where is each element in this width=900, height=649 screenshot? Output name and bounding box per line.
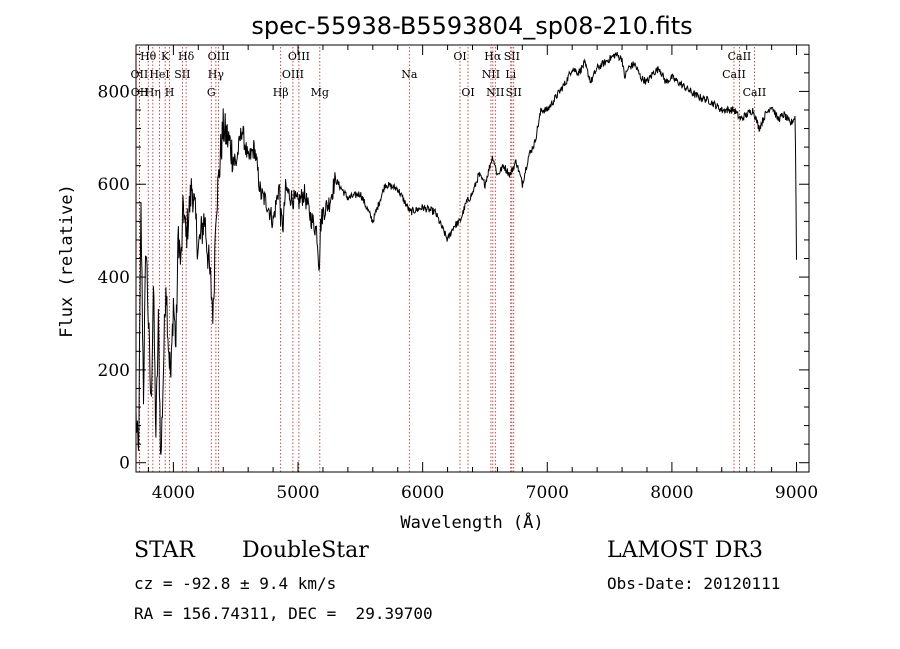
x-tick-label: 7000 [526,483,569,503]
spectral-line-label: Hα [484,50,502,63]
spectral-line-label: Na [401,68,418,81]
survey-release: LAMOST DR3 [607,538,763,563]
spectral-line-label: G [207,86,216,99]
object-class: STAR [134,538,195,563]
spectral-line-label: Li [505,68,516,81]
x-tick-label: 9000 [775,483,818,503]
x-tick-label: 4000 [152,483,195,503]
spectral-line-label: K [161,50,170,63]
x-tick-label: 8000 [650,483,693,503]
spectral-line-label: OI [453,50,466,63]
spectral-line-label: Hβ [273,86,289,99]
spectral-line-label: HeI [149,68,169,81]
plot-frame [135,44,810,473]
x-tick-label: 5000 [276,483,319,503]
x-axis-label: Wavelength (Å) [400,511,543,533]
spectral-line-label: OI [461,86,474,99]
y-tick-label: 200 [98,361,130,381]
object-subclass: DoubleStar [242,538,369,563]
spectral-line-label: NII [486,86,504,99]
y-tick-label: 800 [98,82,130,102]
ra-dec-coordinates: RA = 156.74311, DEC = 29.39700 [134,604,433,623]
spectral-line-label: SII [174,68,190,81]
spectrum-flux-line [135,52,797,455]
spectral-line-label: NII [482,68,500,81]
spectral-line-label: SII [504,50,520,63]
spectral-line-label: Hδ [178,50,195,63]
spectral-line-markers: Hθ OII OII K HeI Hη Hδ SII H OIII Hγ G OIII OIII Hβ Mg N… [131,47,767,472]
redshift-cz: cz = -92.8 ± 9.4 km/s [134,574,337,593]
y-tick-label: 400 [98,268,130,288]
spectral-line-label: H [165,86,175,99]
observation-date: Obs-Date: 20120111 [607,574,781,593]
spectral-line-label: OII [131,86,149,99]
spectral-line-label: Hθ [140,50,157,63]
spectral-line-label: CaII [743,86,767,99]
spectral-line-label: Hη [145,86,161,99]
spectral-line-label: CaII [728,50,752,63]
spectral-line-label: OIII [288,50,310,63]
spectral-line-label: Hγ [208,68,225,81]
spectral-line-label: SII [506,86,522,99]
chart-title: spec-55938-B5593804_sp08-210.fits [251,12,692,40]
x-tick-label: 6000 [401,483,444,503]
plot-axes: 4000 5000 6000 7000 8000 9000 0 200 400 600 800 [98,44,818,503]
spectral-line-label: OIII [208,50,230,63]
spectrum-series [135,52,797,455]
spectral-line-label: OIII [282,68,304,81]
spectral-line-label: Mg [311,86,329,99]
spectrum-chart: spec-55938-B5593804_sp08-210.fits Hθ OII O… [57,12,818,533]
y-axis-label: Flux (relative) [57,184,77,338]
spectral-line-label: OII [131,68,149,81]
spectral-line-label: CaII [722,68,746,81]
y-tick-label: 600 [98,175,130,195]
y-tick-label: 0 [119,454,130,474]
